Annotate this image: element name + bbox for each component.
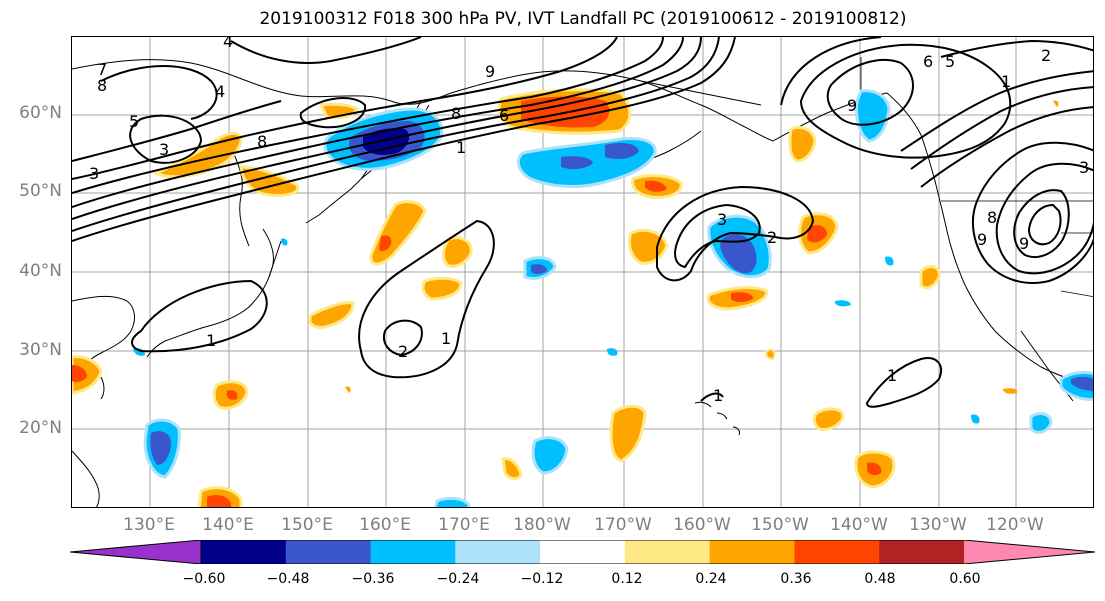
lon-label-160w: 160°W xyxy=(673,515,731,535)
contour-label: 7 xyxy=(97,60,107,79)
lon-label-130e: 130°E xyxy=(123,515,175,535)
contour-label: 6 xyxy=(923,52,933,71)
lon-label-130w: 130°W xyxy=(909,515,967,535)
contour-label: 3 xyxy=(1079,158,1089,177)
lat-label-20n: 20°N xyxy=(19,418,62,438)
contour-label: 6 xyxy=(499,106,509,125)
lon-label-140w: 140°W xyxy=(830,515,888,535)
colorbar-tick-label: 0.24 xyxy=(695,571,727,587)
colorbar-tick-label: −0.48 xyxy=(266,571,310,587)
lat-label-30n: 30°N xyxy=(19,340,62,360)
contour-label: 1 xyxy=(887,366,897,385)
lat-label-40n: 40°N xyxy=(19,261,62,281)
lon-label-180w: 180°W xyxy=(513,515,571,535)
colorbar-segment xyxy=(285,540,372,564)
contour-label: 9 xyxy=(485,62,495,81)
map-title: 2019100312 F018 300 hPa PV, IVT Landfall… xyxy=(259,9,907,29)
contour-label: 9 xyxy=(977,230,987,249)
contour-label: 1 xyxy=(206,331,216,350)
lon-label-150w: 150°W xyxy=(751,515,809,535)
map-canvas: 1 1 1 1 1 1 2 2 2 3 3 3 3 4 4 5 5 6 6 7 … xyxy=(72,37,1093,507)
negative-anomaly-shading xyxy=(133,89,1093,507)
map-panel: 1 1 1 1 1 1 2 2 2 3 3 3 3 4 4 5 5 6 6 7 … xyxy=(71,36,1094,508)
pv-contours xyxy=(72,37,1093,408)
lon-label-160e: 160°E xyxy=(359,515,411,535)
contour-label: 8 xyxy=(987,208,997,227)
colorbar-extend-low xyxy=(70,540,201,564)
colorbar-segment xyxy=(540,540,626,564)
colorbar-tick-label: 0.60 xyxy=(949,571,981,587)
contour-label: 8 xyxy=(257,132,267,151)
contour-label: 5 xyxy=(129,112,139,131)
contour-label: 1 xyxy=(713,386,723,405)
colorbar-segment xyxy=(794,540,880,564)
colorbar-tick-label: 0.48 xyxy=(864,571,896,587)
colorbar-segment xyxy=(370,540,456,564)
colorbar-segment xyxy=(201,540,287,564)
contour-label: 3 xyxy=(717,210,727,229)
lat-label-50n: 50°N xyxy=(19,181,62,201)
colorbar-segment xyxy=(709,540,795,564)
contour-label: 5 xyxy=(945,52,955,71)
colorbar-tick-label: 0.36 xyxy=(780,571,812,587)
contour-label: 1 xyxy=(456,138,466,157)
lon-label-120w: 120°W xyxy=(986,515,1044,535)
contour-label: 3 xyxy=(159,140,169,159)
colorbar-tick-label: −0.60 xyxy=(182,571,226,587)
colorbar-extend-high xyxy=(964,540,1095,564)
lat-label-60n: 60°N xyxy=(19,103,62,123)
contour-label: 1 xyxy=(441,329,451,348)
contour-label: 4 xyxy=(215,82,225,101)
contour-label: 9 xyxy=(847,96,857,115)
contour-label: 2 xyxy=(767,228,777,247)
lon-label-140e: 140°E xyxy=(202,515,254,535)
contour-label: 4 xyxy=(223,37,233,51)
contour-label: 1 xyxy=(1001,72,1011,91)
contour-label: 2 xyxy=(398,342,408,361)
colorbar-segment xyxy=(455,540,541,564)
contour-label: 8 xyxy=(97,76,107,95)
contour-label: 8 xyxy=(451,104,461,123)
contour-label: 9 xyxy=(1019,234,1029,253)
colorbar-tick-label: 0.12 xyxy=(611,571,643,587)
contour-label: 2 xyxy=(1041,46,1051,65)
colorbar-segments xyxy=(70,540,1095,564)
lon-label-170w: 170°W xyxy=(594,515,652,535)
lon-label-150e: 150°E xyxy=(281,515,333,535)
contour-labels: 1 1 1 1 1 1 2 2 2 3 3 3 3 4 4 5 5 6 6 7 … xyxy=(89,37,1089,405)
colorbar-tick-label: −0.36 xyxy=(351,571,395,587)
lon-label-170e: 170°E xyxy=(438,515,490,535)
colorbar-tick-label: −0.12 xyxy=(520,571,564,587)
contour-label: 3 xyxy=(89,164,99,183)
colorbar-segment xyxy=(879,540,965,564)
colorbar-tick-label: −0.24 xyxy=(436,571,480,587)
colorbar-segment xyxy=(624,540,711,564)
colorbar xyxy=(69,539,1096,565)
